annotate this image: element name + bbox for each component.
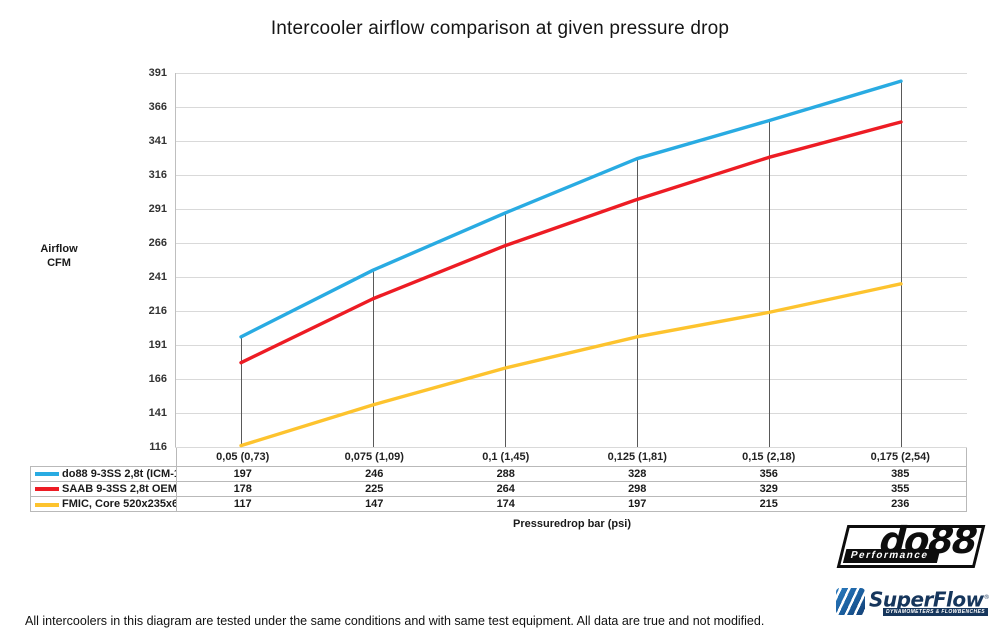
category-label: 0,175 (2,54): [870, 450, 930, 463]
x-axis-title: Pressuredrop bar (psi): [513, 518, 631, 530]
registered-trademark-icon: ®: [983, 594, 990, 601]
category-drop-line: [505, 213, 506, 447]
superflow-wordmark: SuperFlow®: [869, 587, 990, 612]
value-cell: 236: [834, 496, 966, 512]
series-name-cell: do88 9-3SS 2,8t (ICM-110): [30, 466, 177, 481]
y-tick-label: 341: [148, 135, 167, 147]
series-name-cell: SAAB 9-3SS 2,8t OEM: [30, 481, 177, 496]
y-tick-label: 266: [148, 237, 167, 249]
superflow-tagline: DYNAMOMETERS & FLOWBENCHES: [882, 608, 988, 616]
y-tick-label: 241: [148, 271, 167, 283]
gridline: [175, 345, 967, 346]
y-tick-label: 391: [148, 67, 167, 79]
series-name: FMIC, Core 520x235x65mm: [62, 498, 177, 510]
gridline: [175, 209, 967, 210]
gridline: [175, 311, 967, 312]
category-label: 0,125 (1,81): [607, 450, 667, 463]
table-corner-cell: [30, 448, 177, 466]
category-label: 0,1 (1,45): [482, 450, 530, 463]
footer-note: All intercoolers in this diagram are tes…: [25, 614, 765, 628]
do88-logo-subtitle: Performance: [842, 549, 941, 563]
y-tick-label: 291: [148, 203, 167, 215]
value-cell: 225: [308, 481, 440, 496]
series-name: do88 9-3SS 2,8t (ICM-110): [62, 467, 176, 480]
y-axis-title-line1: Airflow: [40, 243, 78, 255]
y-tick-label: 166: [148, 373, 167, 385]
y-tick-label: 116: [149, 441, 167, 453]
legend-line-swatch: [35, 487, 59, 491]
value-cell: 178: [177, 481, 309, 496]
value-cell: 246: [308, 466, 440, 481]
category-label: 0,075 (1,09): [344, 450, 404, 463]
value-cell: 117: [177, 496, 309, 512]
y-tick-label: 191: [148, 339, 167, 351]
gridline: [175, 277, 967, 278]
value-cell: 288: [440, 466, 572, 481]
category-label: 0,15 (2,18): [742, 450, 796, 463]
value-cell: 385: [834, 466, 966, 481]
y-tick-label: 366: [148, 101, 167, 113]
gridline: [175, 413, 967, 414]
series-name: SAAB 9-3SS 2,8t OEM: [62, 482, 177, 495]
category-drop-line: [901, 81, 902, 447]
category-drop-line: [373, 270, 374, 447]
series-name-cell: FMIC, Core 520x235x65mm: [30, 496, 177, 512]
value-cell: 298: [571, 481, 703, 496]
y-axis-title-line2: CFM: [47, 257, 71, 269]
category-drop-line: [637, 159, 638, 447]
gridline: [175, 175, 967, 176]
value-cell: 355: [834, 481, 966, 496]
category-drop-line: [769, 121, 770, 447]
y-tick-label: 141: [148, 407, 167, 419]
value-cell: 174: [440, 496, 572, 512]
value-cell: 147: [308, 496, 440, 512]
series-line-2: [239, 282, 903, 448]
y-axis-title: Airflow CFM: [18, 242, 100, 270]
gridline: [175, 243, 967, 244]
gridline: [175, 379, 967, 380]
y-tick-label: 316: [148, 169, 167, 181]
value-cell: 215: [703, 496, 835, 512]
value-cell: 197: [177, 466, 309, 481]
category-drop-line: [241, 337, 242, 447]
do88-logo: do88 Performance: [836, 519, 986, 568]
gridline: [175, 73, 967, 74]
chart-title: Intercooler airflow comparison at given …: [270, 18, 730, 39]
legend-line-swatch: [35, 502, 59, 507]
y-tick-label: 216: [148, 305, 167, 317]
value-cell: 197: [571, 496, 703, 512]
gridline: [175, 107, 967, 108]
value-cell: 328: [571, 466, 703, 481]
superflow-logo: SuperFlow® DYNAMOMETERS & FLOWBENCHES: [836, 587, 990, 620]
value-cell: 356: [703, 466, 835, 481]
data-table: 0,05 (0,73) 0,075 (1,09) 0,1 (1,45) 0,125 (…: [30, 448, 967, 512]
gridline: [175, 141, 967, 142]
legend-line-swatch: [35, 472, 59, 476]
value-cell: 329: [703, 481, 835, 496]
superflow-wave-icon: [836, 588, 865, 615]
value-cell: 264: [440, 481, 572, 496]
gridline: [175, 447, 967, 448]
category-label: 0,05 (0,73): [216, 450, 270, 463]
y-axis-line: [175, 73, 176, 447]
